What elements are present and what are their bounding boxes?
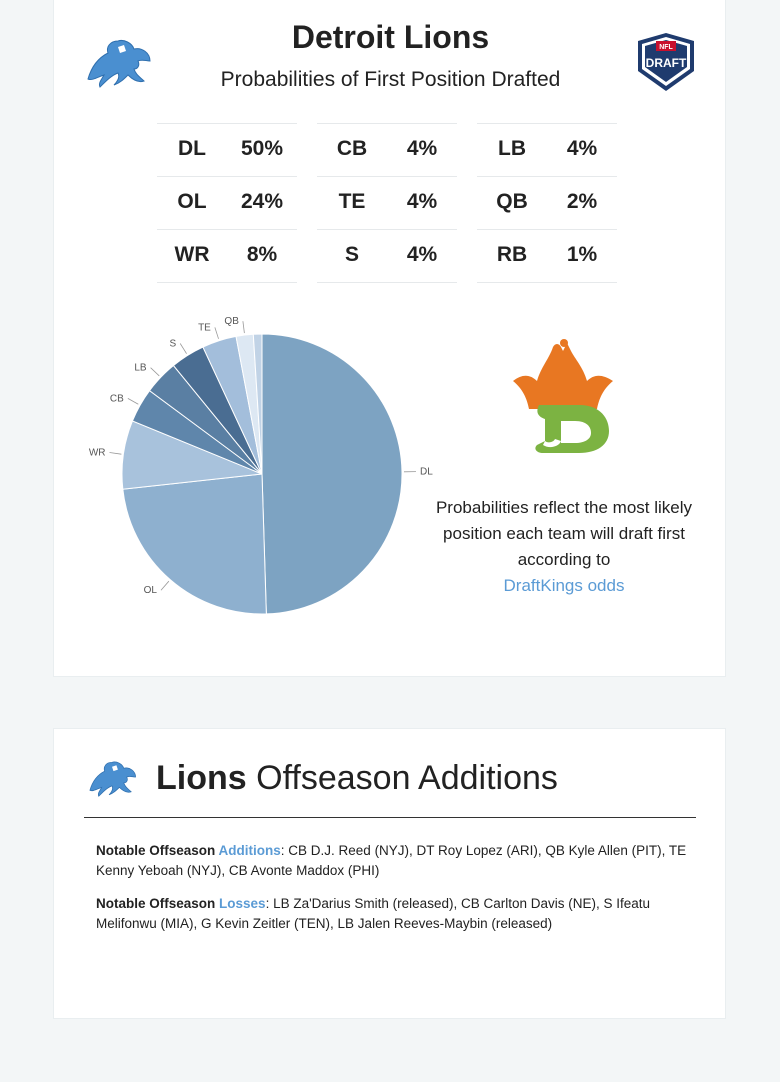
pie-leader-line xyxy=(242,321,245,334)
pie-leader-line xyxy=(127,398,139,405)
position-label: QB xyxy=(496,190,528,213)
additions-paragraph: Notable Offseason Additions: CB D.J. Ree… xyxy=(96,841,696,881)
additions-prefix: Notable Offseason Additions xyxy=(96,843,281,858)
offseason-title: Lions Offseason Additions xyxy=(156,759,558,798)
probability-value: 24% xyxy=(240,190,284,213)
probability-row: LB 4% xyxy=(477,123,617,176)
probability-value: 4% xyxy=(406,190,438,213)
pie-label-lb: LB xyxy=(134,363,147,374)
additions-link[interactable]: Additions xyxy=(218,843,281,858)
draftkings-odds-link[interactable]: DraftKings odds xyxy=(503,576,625,595)
losses-prefix: Notable Offseason Losses xyxy=(96,896,266,911)
probability-value: 1% xyxy=(566,243,598,266)
pie-slice-ol xyxy=(122,473,267,615)
probability-column: LB 4% QB 2% RB 1% xyxy=(477,123,617,283)
position-label: RB xyxy=(496,243,528,266)
note-text: Probabilities reflect the most likely po… xyxy=(435,498,693,569)
additions-text: : CB D.J. Reed (NYJ), DT Roy Lopez (ARI)… xyxy=(96,843,687,878)
position-label: CB xyxy=(336,137,368,160)
additions-prefix-text: Notable Offseason xyxy=(96,843,219,858)
page-title: Detroit Lions xyxy=(291,19,490,55)
nfl-badge-text: NFL xyxy=(659,44,673,51)
lions-logo-icon xyxy=(89,761,136,797)
offseason-card: Lions Offseason Additions Notable Offsea… xyxy=(53,728,726,1019)
probability-row: CB 4% xyxy=(317,123,457,176)
pie-label-wr: WR xyxy=(89,448,106,459)
pie-label-ol: OL xyxy=(144,585,158,596)
losses-text: : LB Za'Darius Smith (released), CB Carl… xyxy=(96,896,651,931)
probability-row: OL 24% xyxy=(157,176,297,229)
pie-label-te: TE xyxy=(198,322,211,333)
position-pie-chart: DL OL WR CB LB S TE QB xyxy=(89,316,433,615)
pie-leader-line xyxy=(109,452,122,455)
probability-note: Probabilities reflect the most likely po… xyxy=(434,495,694,599)
position-label: LB xyxy=(498,137,526,160)
pie-leader-line xyxy=(160,580,170,591)
page-subtitle: Probabilities of First Position Drafted xyxy=(220,68,561,91)
probability-row: DL 50% xyxy=(157,123,297,176)
position-label: DL xyxy=(178,137,206,160)
probability-value: 4% xyxy=(406,137,438,160)
lions-logo-icon xyxy=(87,40,151,88)
probabilities-card: Detroit Lions Probabilities of First Pos… xyxy=(53,0,726,677)
pie-label-dl: DL xyxy=(420,467,433,478)
probability-column: CB 4% TE 4% S 4% xyxy=(317,123,457,283)
pie-label-qb: QB xyxy=(224,316,239,327)
pie-label-s: S xyxy=(170,339,177,350)
pie-leader-line xyxy=(179,343,187,354)
draft-logo-text: DRAFT xyxy=(646,56,687,70)
pie-leader-line xyxy=(150,367,160,377)
position-label: OL xyxy=(177,190,207,213)
probability-row: RB 1% xyxy=(477,229,617,283)
probability-column: DL 50% OL 24% WR 8% xyxy=(157,123,297,283)
probability-value: 4% xyxy=(566,137,598,160)
title-divider xyxy=(84,817,696,818)
position-label: S xyxy=(344,243,359,266)
probability-value: 50% xyxy=(240,137,284,160)
losses-prefix-text: Notable Offseason xyxy=(96,896,220,911)
losses-link[interactable]: Losses xyxy=(219,896,266,911)
probability-row: WR 8% xyxy=(157,229,297,283)
probability-value: 2% xyxy=(566,190,598,213)
probability-row: TE 4% xyxy=(317,176,457,229)
position-label: WR xyxy=(174,243,210,266)
pie-label-cb: CB xyxy=(110,393,124,404)
probability-value: 4% xyxy=(406,243,438,266)
probability-value: 8% xyxy=(246,243,278,266)
offseason-title-rest: Offseason Additions xyxy=(246,759,558,797)
offseason-title-team: Lions xyxy=(156,759,247,797)
pie-leader-line xyxy=(214,327,219,339)
position-label: TE xyxy=(338,190,366,213)
probability-row: QB 2% xyxy=(477,176,617,229)
pie-slice-dl xyxy=(261,333,403,615)
probability-row: S 4% xyxy=(317,229,457,283)
nfl-draft-logo-icon: NFL DRAFT xyxy=(638,33,694,91)
draftkings-logo-icon xyxy=(513,339,613,453)
pie-slice-rb xyxy=(252,333,263,475)
losses-paragraph: Notable Offseason Losses: LB Za'Darius S… xyxy=(96,894,696,934)
